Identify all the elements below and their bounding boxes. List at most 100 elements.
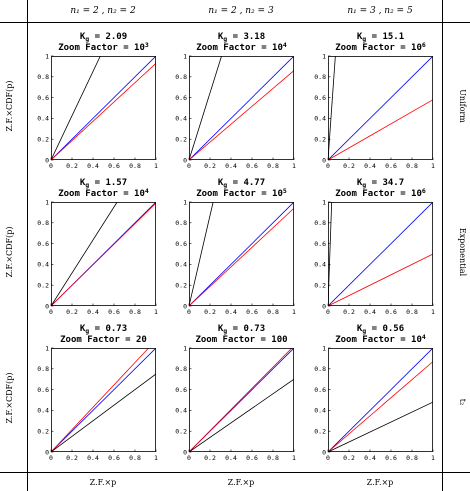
series-red-line: [189, 70, 294, 160]
zoom-exponent: 6: [422, 41, 426, 49]
kg-subscript: g: [362, 327, 366, 335]
x-tick-label: 1: [431, 308, 435, 316]
x-tick-label: 1: [292, 308, 296, 316]
y-tick-label: 0.4: [37, 407, 49, 415]
zoom-label: Zoom Factor = 10: [335, 335, 422, 345]
y-tick-label: 0.8: [37, 73, 49, 81]
panel-axes-box: [51, 202, 156, 306]
panel-series-group: [51, 348, 156, 452]
x-tick-label: 0.4: [87, 454, 99, 462]
x-tick-label: 1: [154, 162, 158, 170]
panel-zoom-title: Zoom Factor = 20: [60, 335, 147, 345]
kg-symbol: K: [218, 32, 224, 42]
x-tick-label: 0.6: [108, 308, 120, 316]
kg-symbol: K: [218, 324, 224, 334]
y-tick-label: 0.6: [37, 94, 49, 102]
panel-axes-box: [51, 348, 156, 452]
panel-axes-box: [189, 348, 294, 452]
panel-series-group: [51, 56, 156, 160]
x-tick-label: 0: [187, 308, 191, 316]
x-tick-label: 0: [326, 162, 330, 170]
panel-zoom-title: Zoom Factor = 104: [335, 333, 426, 345]
kg-value: = 3.18: [227, 32, 265, 42]
y-tick-label: 0.4: [175, 261, 187, 269]
kg-symbol: K: [357, 324, 363, 334]
kg-subscript: g: [85, 181, 89, 189]
kg-subscript: g: [362, 181, 366, 189]
x-tick-label: 0.4: [364, 162, 376, 170]
x-tick-label: 0.6: [385, 162, 397, 170]
kg-subscript: g: [362, 35, 366, 43]
series-blue-line: [328, 348, 433, 452]
zoom-label: Zoom Factor = 100: [195, 335, 287, 345]
panel-kg-title: Kg = 2.09: [80, 32, 127, 43]
xlabel-col-1: Z.F.×p: [90, 478, 117, 487]
y-tick-label: 1: [183, 344, 187, 352]
panel-kg-title: Kg = 1.57: [80, 178, 127, 189]
panel-axes-box: [51, 56, 156, 160]
zoom-label: Zoom Factor = 10: [196, 189, 283, 199]
zoom-exponent: 5: [283, 187, 287, 195]
kg-symbol: K: [357, 32, 363, 42]
panel-zoom-title: Zoom Factor = 103: [58, 41, 149, 53]
x-tick-label: 0.4: [225, 454, 237, 462]
x-tick-label: 0: [49, 454, 53, 462]
x-tick-label: 1: [292, 454, 296, 462]
row-label-exponential: Exponential: [458, 228, 467, 277]
x-tick-label: 0.2: [343, 308, 355, 316]
x-tick-label: 0.4: [87, 162, 99, 170]
series-black-line: [328, 56, 336, 160]
y-tick-label: 0.4: [314, 407, 326, 415]
x-tick-label: 0.2: [343, 162, 355, 170]
panel-series-group: [328, 348, 433, 452]
y-tick-label: 0.8: [37, 365, 49, 373]
zoom-label: Zoom Factor = 10: [58, 189, 145, 199]
y-tick-label: 0.4: [175, 407, 187, 415]
x-tick-label: 0.2: [66, 454, 78, 462]
y-tick-label: 0: [183, 156, 187, 164]
series-blue-line: [328, 202, 433, 306]
y-tick-label: 0.6: [314, 240, 326, 248]
y-tick-label: 0.2: [314, 428, 326, 436]
panel-kg-title: Kg = 0.73: [80, 324, 127, 335]
y-tick-label: 0.2: [314, 136, 326, 144]
series-black-line: [189, 378, 294, 452]
y-tick-label: 0.8: [314, 73, 326, 81]
y-tick-label: 0.8: [175, 365, 187, 373]
y-tick-label: 1: [183, 52, 187, 60]
zoom-exponent: 4: [283, 41, 287, 49]
y-tick-label: 0.4: [37, 115, 49, 123]
x-tick-label: 0: [49, 162, 53, 170]
panel-zoom-title: Zoom Factor = 105: [196, 187, 287, 199]
panel-series-group: [328, 202, 433, 306]
y-tick-label: 0.8: [314, 219, 326, 227]
y-tick-label: 1: [45, 198, 49, 206]
y-tick-label: 1: [322, 52, 326, 60]
y-tick-label: 0: [322, 302, 326, 310]
x-tick-label: 0.2: [204, 308, 216, 316]
series-black-line: [51, 202, 118, 306]
kg-value: = 34.7: [366, 178, 404, 188]
zoom-exponent: 4: [145, 187, 149, 195]
x-tick-label: 0.6: [246, 454, 258, 462]
y-tick-label: 1: [322, 198, 326, 206]
x-tick-label: 0.6: [246, 308, 258, 316]
y-tick-label: 0.6: [314, 94, 326, 102]
kg-value: = 0.73: [89, 324, 127, 334]
x-tick-label: 0.8: [406, 162, 418, 170]
y-tick-label: 0.2: [37, 282, 49, 290]
y-tick-label: 0: [183, 302, 187, 310]
y-tick-label: 1: [45, 344, 49, 352]
kg-subscript: g: [223, 327, 227, 335]
y-tick-label: 0.6: [175, 240, 187, 248]
series-blue-line: [189, 202, 294, 306]
panel-kg-title: Kg = 34.7: [357, 178, 404, 189]
y-tick-label: 0.4: [314, 115, 326, 123]
y-tick-label: 0.6: [37, 386, 49, 394]
